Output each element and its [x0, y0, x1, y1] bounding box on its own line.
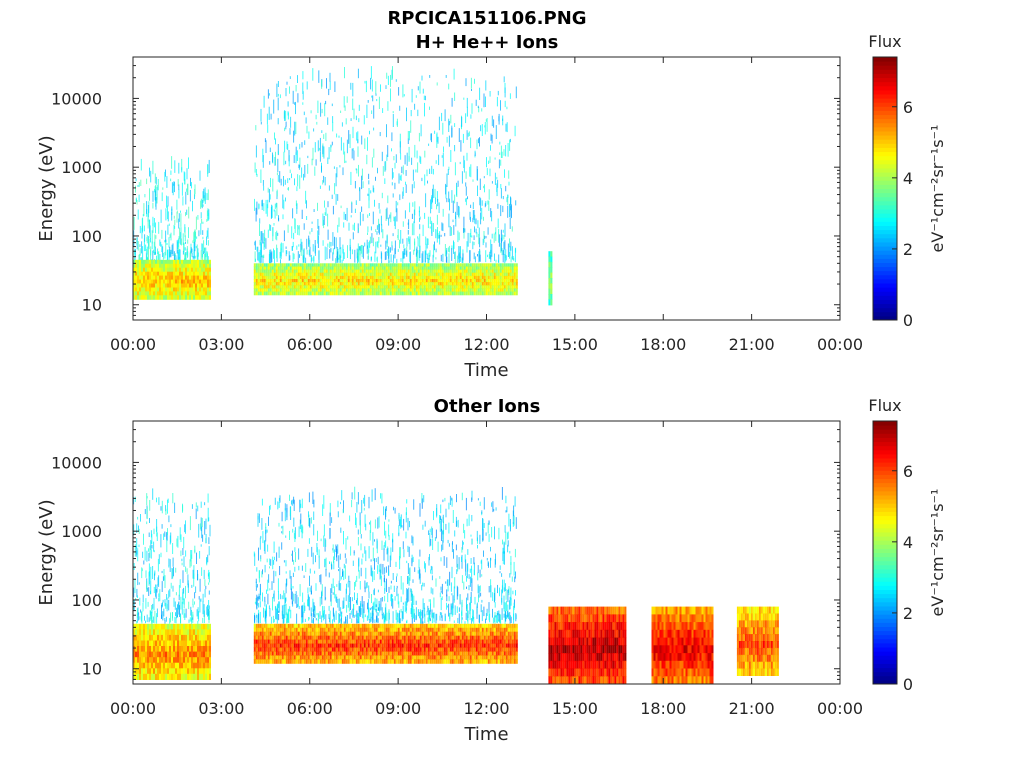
colorbar: 0 2 4 6 Flux eV⁻¹cm⁻²sr⁻¹s⁻¹ — [868, 32, 947, 330]
x-tick-label: 00:00 — [110, 335, 156, 354]
flux-block-1 — [133, 259, 211, 300]
x-tick-label: 03:00 — [198, 699, 244, 718]
colorbar-tick-label: 6 — [903, 98, 913, 117]
spectrogram — [133, 486, 779, 684]
flux-block-2 — [253, 623, 518, 664]
x-tick-label: 12:00 — [463, 699, 509, 718]
colorbar-label: Flux — [868, 32, 901, 51]
x-tick-label: 06:00 — [287, 335, 333, 354]
sparse-block-1 — [133, 156, 210, 264]
flux-block-3 — [548, 606, 627, 684]
x-axis-label: Time — [463, 360, 508, 381]
colorbar-tick-label: 0 — [903, 675, 913, 694]
flux-block-4 — [651, 606, 714, 684]
y-tick-label: 100 — [71, 591, 102, 610]
y-tick-label: 1000 — [61, 158, 102, 177]
x-tick-label: 21:00 — [729, 699, 775, 718]
panel-title: H+ He++ Ions — [416, 32, 559, 53]
sparse-block-2 — [253, 486, 517, 624]
figure-title: RPCICA151106.PNG — [387, 8, 586, 29]
sparse-block-2 — [254, 66, 517, 264]
x-tick-label: 00:00 — [110, 699, 156, 718]
colorbar-tick-label: 2 — [903, 604, 913, 623]
x-tick-label: 00:00 — [817, 699, 863, 718]
x-tick-label: 18:00 — [640, 335, 686, 354]
y-tick-label: 10 — [82, 296, 102, 315]
colorbar-tick-label: 2 — [903, 240, 913, 259]
y-tick-label: 100 — [71, 227, 102, 246]
colorbar-unit: eV⁻¹cm⁻²sr⁻¹s⁻¹ — [928, 489, 947, 617]
y-axis-label: Energy (eV) — [36, 499, 57, 605]
y-tick-label: 10000 — [51, 89, 102, 108]
x-tick-label: 00:00 — [817, 335, 863, 354]
flux-block-3 — [548, 251, 553, 306]
x-tick-label: 18:00 — [640, 699, 686, 718]
flux-block-2 — [253, 263, 518, 296]
flux-block-5 — [736, 606, 779, 676]
spectrogram — [133, 66, 553, 306]
colorbar-label: Flux — [868, 396, 901, 415]
colorbar: 0 2 4 6 Flux eV⁻¹cm⁻²sr⁻¹s⁻¹ — [868, 396, 947, 694]
panel-1: H+ He++ Ions 00:00 03:00 06:00 09:00 12:00 15:… — [36, 32, 947, 381]
colorbar-tick-label: 6 — [903, 462, 913, 481]
flux-block-1 — [133, 623, 211, 680]
x-tick-label: 12:00 — [463, 335, 509, 354]
x-tick-label: 15:00 — [552, 699, 598, 718]
panel-title: Other Ions — [434, 396, 541, 417]
y-tick-label: 10000 — [51, 453, 102, 472]
colorbar-tick-label: 4 — [903, 533, 913, 552]
x-tick-label: 09:00 — [375, 335, 421, 354]
colorbar-frame — [872, 420, 898, 685]
panel-2: Other Ions 00:00 03:00 06:00 09:00 12:00 15:00… — [36, 396, 947, 745]
y-axis-label: Energy (eV) — [36, 135, 57, 241]
colorbar-tick-label: 0 — [903, 311, 913, 330]
x-axis-label: Time — [463, 724, 508, 745]
x-tick-label: 21:00 — [729, 335, 775, 354]
sparse-block-1 — [133, 488, 211, 624]
colorbar-frame — [872, 56, 898, 321]
y-tick-label: 1000 — [61, 522, 102, 541]
colorbar-unit: eV⁻¹cm⁻²sr⁻¹s⁻¹ — [928, 125, 947, 253]
x-tick-label: 15:00 — [552, 335, 598, 354]
x-tick-label: 06:00 — [287, 699, 333, 718]
x-tick-label: 03:00 — [198, 335, 244, 354]
x-tick-label: 09:00 — [375, 699, 421, 718]
y-tick-label: 10 — [82, 660, 102, 679]
colorbar-tick-label: 4 — [903, 169, 913, 188]
